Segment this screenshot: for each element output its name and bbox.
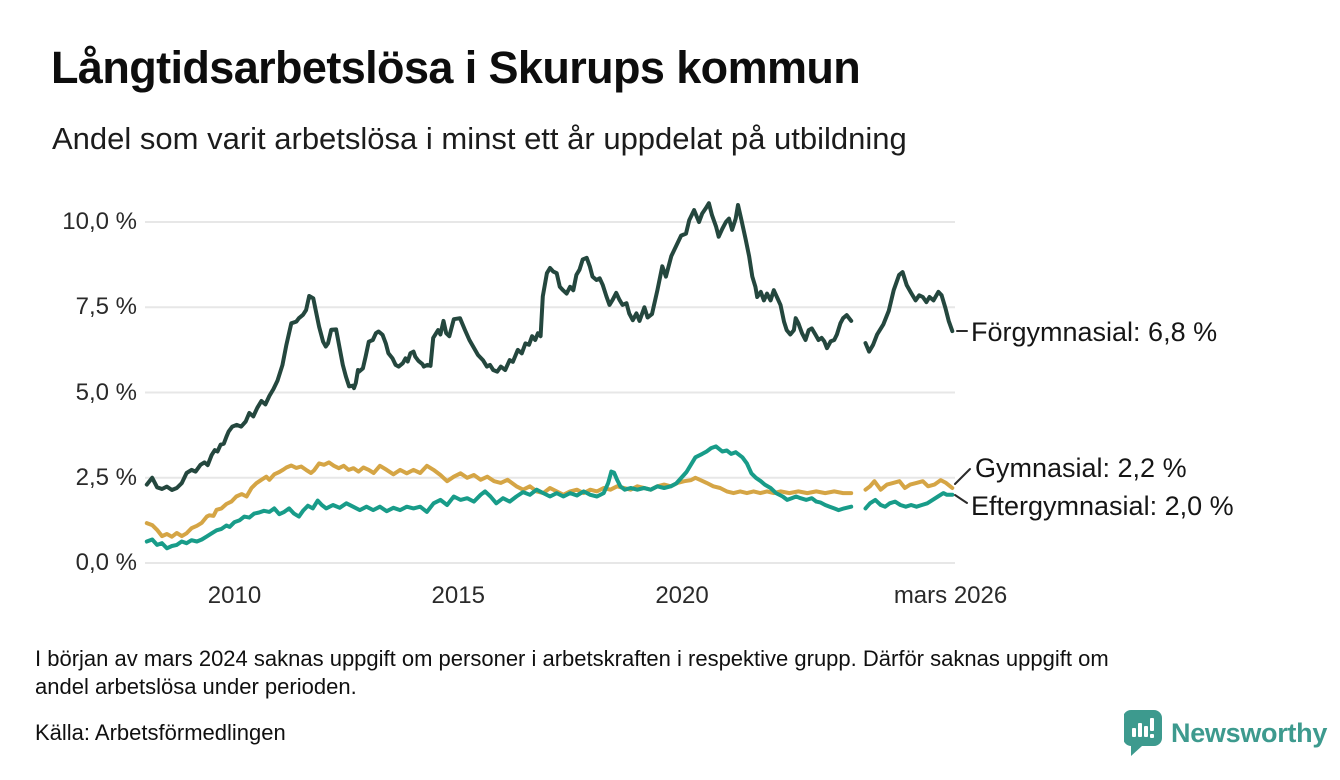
y-axis-tick-label: 10,0 % (62, 208, 137, 235)
x-axis-tick-label: mars 2026 (893, 582, 1008, 609)
newsworthy-icon (1124, 710, 1162, 757)
x-axis-tick-label: 2015 (431, 582, 485, 609)
footnote-line-1: I början av mars 2024 saknas uppgift om … (35, 646, 1109, 671)
branding-name: Newsworthy (1171, 718, 1328, 748)
branding-logo: Newsworthy (1124, 710, 1327, 757)
label-connector-gymnasial (954, 468, 971, 485)
series-line-gymnasial-1 (863, 478, 955, 492)
series-label-förgymnasial: Förgymnasial: 6,8 % (971, 317, 1218, 347)
page-subtitle: Andel som varit arbetslösa i minst ett å… (52, 121, 907, 156)
footnote-line-2: andel arbetslösa under perioden. (35, 674, 357, 699)
series-line-eftergymnasial-1 (863, 491, 955, 511)
series-line-förgymnasial-1 (863, 270, 955, 354)
x-axis-tick-label: 2020 (655, 582, 709, 609)
page-title: Långtidsarbetslösa i Skurups kommun (51, 42, 861, 93)
source-label: Källa: Arbetsförmedlingen (35, 720, 286, 745)
series-label-gymnasial: Gymnasial: 2,2 % (975, 453, 1187, 483)
y-axis-tick-label: 5,0 % (75, 378, 137, 406)
label-connector-eftergymnasial (954, 494, 968, 504)
series-line-förgymnasial-0 (144, 201, 854, 492)
series-line-gymnasial-0 (144, 460, 854, 539)
series-label-eftergymnasial: Eftergymnasial: 2,0 % (971, 491, 1234, 521)
y-axis-tick-label: 0,0 % (75, 549, 137, 576)
x-axis-tick-label: 2010 (207, 582, 262, 609)
series-line-eftergymnasial-0 (144, 444, 854, 551)
y-axis-tick-label: 7,5 % (75, 293, 137, 321)
y-axis-tick-label: 2,5 % (75, 463, 137, 491)
